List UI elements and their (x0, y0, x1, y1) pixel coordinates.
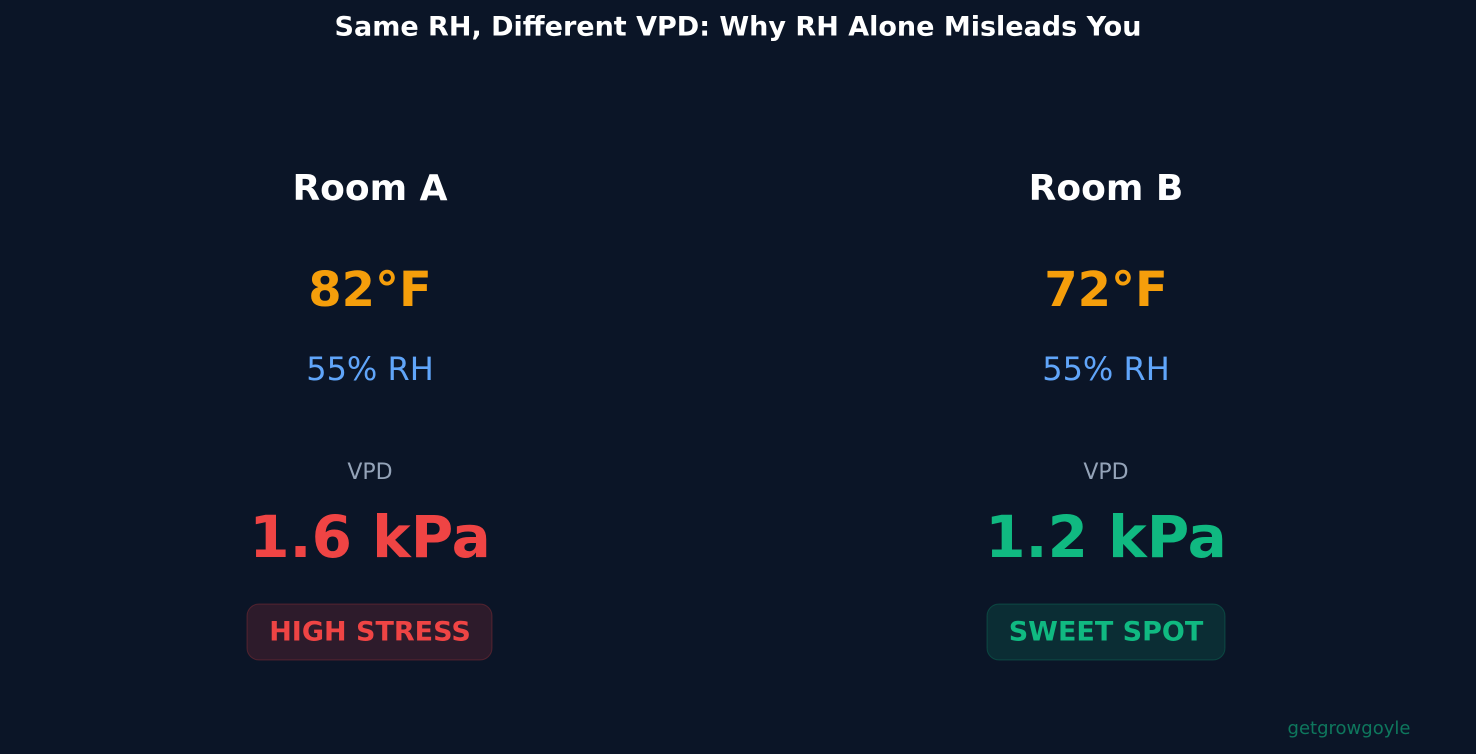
watermark: getgrowgoyle (1288, 718, 1411, 739)
room-a-panel: Room A 82°F 55% RH VPD 1.6 kPa HIGH STRE… (246, 168, 493, 661)
vpd-label: VPD (1083, 460, 1128, 485)
status-badge (986, 603, 1226, 661)
temperature: 72°F (1044, 262, 1168, 318)
title: Same RH, Different VPD: Why RH Alone Mis… (335, 12, 1142, 43)
status-text: HIGH STRESS (269, 617, 471, 648)
room-name: Room A (292, 168, 447, 209)
vpd-label: VPD (347, 460, 392, 485)
status-badge (246, 603, 493, 661)
humidity: 55% RH (1042, 350, 1170, 388)
room-name: Room B (1029, 168, 1184, 209)
temperature: 82°F (308, 262, 432, 318)
status-text: SWEET SPOT (1009, 617, 1204, 648)
vpd-value: 1.6 kPa (249, 503, 491, 571)
vpd-value: 1.2 kPa (985, 503, 1227, 571)
room-b-panel: Room B 72°F 55% RH VPD 1.2 kPa SWEET SPO… (985, 168, 1227, 661)
humidity: 55% RH (306, 350, 434, 388)
